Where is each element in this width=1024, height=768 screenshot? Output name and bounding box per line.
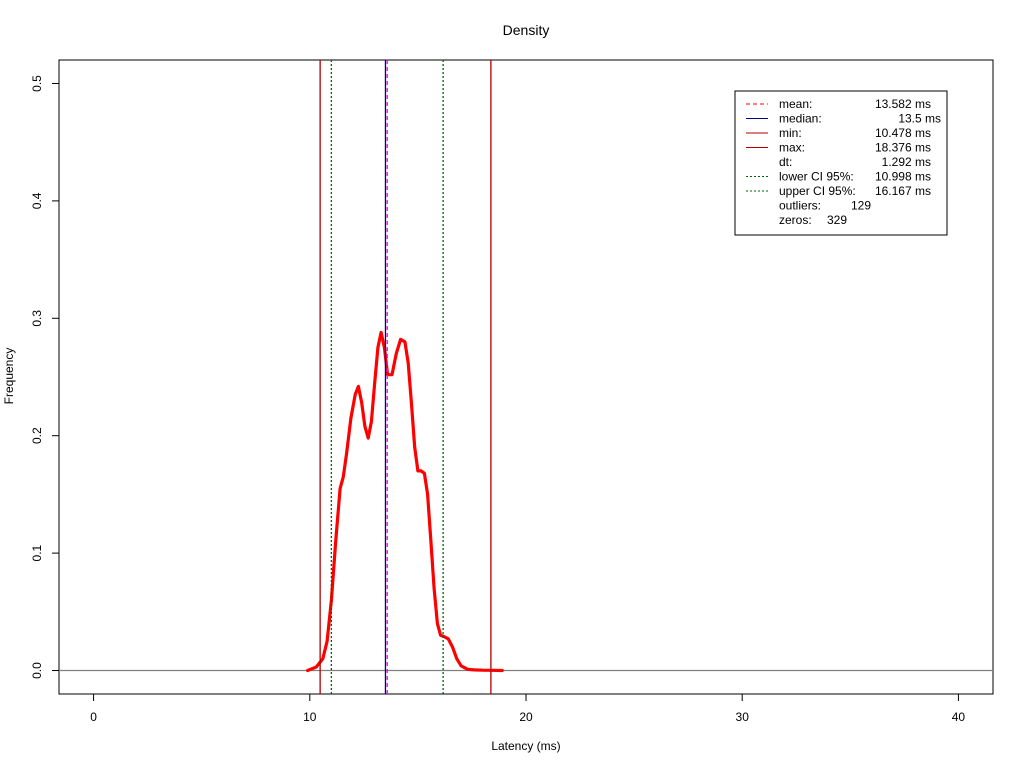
legend-label: dt:: [779, 155, 792, 169]
y-tick-label: 0.5: [30, 75, 44, 92]
legend-label: median:: [779, 112, 822, 126]
y-tick-label: 0.1: [30, 544, 44, 561]
x-tick-label: 40: [952, 710, 966, 724]
legend: mean: 13.582 ms median: 13.5 ms min: 10.478 m…: [734, 90, 948, 236]
legend-value: 129: [851, 199, 871, 213]
legend-label: lower CI 95%:: [779, 170, 854, 184]
x-axis: 0 10 20 30 40: [90, 693, 966, 724]
y-tick-label: 0.3: [30, 310, 44, 327]
legend-label: min:: [779, 126, 802, 140]
legend-label: zeros:: [779, 213, 812, 227]
density-curve-layer: [306, 330, 504, 673]
legend-value: 13.5 ms: [898, 112, 941, 126]
legend-label: upper CI 95%:: [779, 184, 856, 198]
x-tick-label: 0: [90, 710, 97, 724]
x-tick-label: 20: [519, 710, 533, 724]
legend-label: outliers:: [779, 199, 821, 213]
chart-title: Density: [503, 22, 550, 38]
legend-value: 1.292 ms: [882, 155, 931, 169]
legend-value: 16.167 ms: [875, 184, 931, 198]
y-tick-label: 0.4: [30, 192, 44, 209]
x-tick-label: 10: [303, 710, 317, 724]
y-tick-label: 0.0: [30, 662, 44, 679]
x-tick-label: 30: [736, 710, 750, 724]
y-axis: 0.0 0.1 0.2 0.3 0.4 0.5: [30, 75, 60, 679]
legend-value: 13.582 ms: [875, 97, 931, 111]
legend-value: 10.998 ms: [875, 170, 931, 184]
y-axis-label: Frequency: [2, 348, 16, 405]
x-axis-label: Latency (ms): [491, 739, 560, 753]
legend-label: mean:: [779, 97, 812, 111]
legend-box: [734, 90, 948, 236]
reference-lines-layer: [319, 60, 492, 694]
legend-label: max:: [779, 141, 805, 155]
y-tick-label: 0.2: [30, 427, 44, 444]
legend-value: 10.478 ms: [875, 126, 931, 140]
legend-value: 329: [827, 213, 847, 227]
legend-value: 18.376 ms: [875, 141, 931, 155]
density-curve: [306, 330, 504, 673]
